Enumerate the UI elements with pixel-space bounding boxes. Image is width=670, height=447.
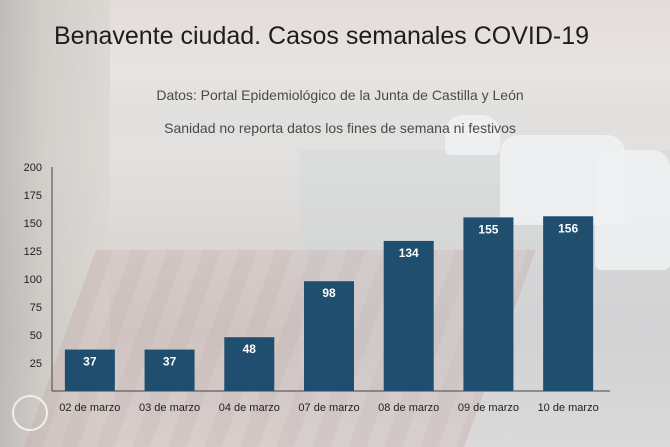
y-tick-label: 75 — [30, 302, 42, 314]
x-tick-label: 10 de marzo — [538, 402, 599, 414]
bar-value-label: 37 — [163, 355, 177, 369]
bar-value-label: 156 — [558, 221, 578, 235]
y-tick-label: 150 — [24, 218, 42, 230]
background-car — [595, 150, 670, 270]
background-facade — [110, 0, 670, 120]
bar — [463, 217, 514, 391]
x-tick-label: 07 de marzo — [298, 402, 359, 414]
x-tick-label: 02 de marzo — [59, 402, 120, 414]
y-tick-label: 50 — [30, 330, 42, 342]
bar-value-label: 37 — [83, 355, 97, 369]
y-tick-label: 100 — [24, 274, 42, 286]
bar — [144, 349, 195, 391]
bar-value-label: 134 — [399, 246, 419, 260]
chart-subtitle-source: Datos: Portal Epidemiológico de la Junta… — [156, 87, 524, 103]
y-tick-label: 25 — [30, 358, 42, 370]
bar — [304, 281, 354, 391]
y-tick-label: 125 — [24, 246, 42, 258]
bar — [64, 349, 115, 391]
bar-value-label: 98 — [322, 286, 336, 300]
bar-value-label: 155 — [478, 222, 498, 236]
x-tick-label: 09 de marzo — [458, 402, 519, 414]
background-car — [445, 115, 500, 155]
y-tick-label: 200 — [24, 162, 42, 174]
x-tick-label: 03 de marzo — [139, 402, 200, 414]
chart-title: Benavente ciudad. Casos semanales COVID-… — [54, 22, 590, 50]
chart-subtitle-note: Sanidad no reporta datos los fines de se… — [164, 120, 516, 136]
x-tick-label: 08 de marzo — [378, 402, 439, 414]
bar — [383, 240, 434, 391]
logo-icon — [12, 395, 48, 431]
bar — [224, 337, 275, 391]
bar-value-label: 48 — [243, 342, 257, 356]
x-tick-label: 04 de marzo — [219, 402, 280, 414]
y-tick-label: 175 — [24, 190, 42, 202]
bar — [543, 216, 594, 391]
